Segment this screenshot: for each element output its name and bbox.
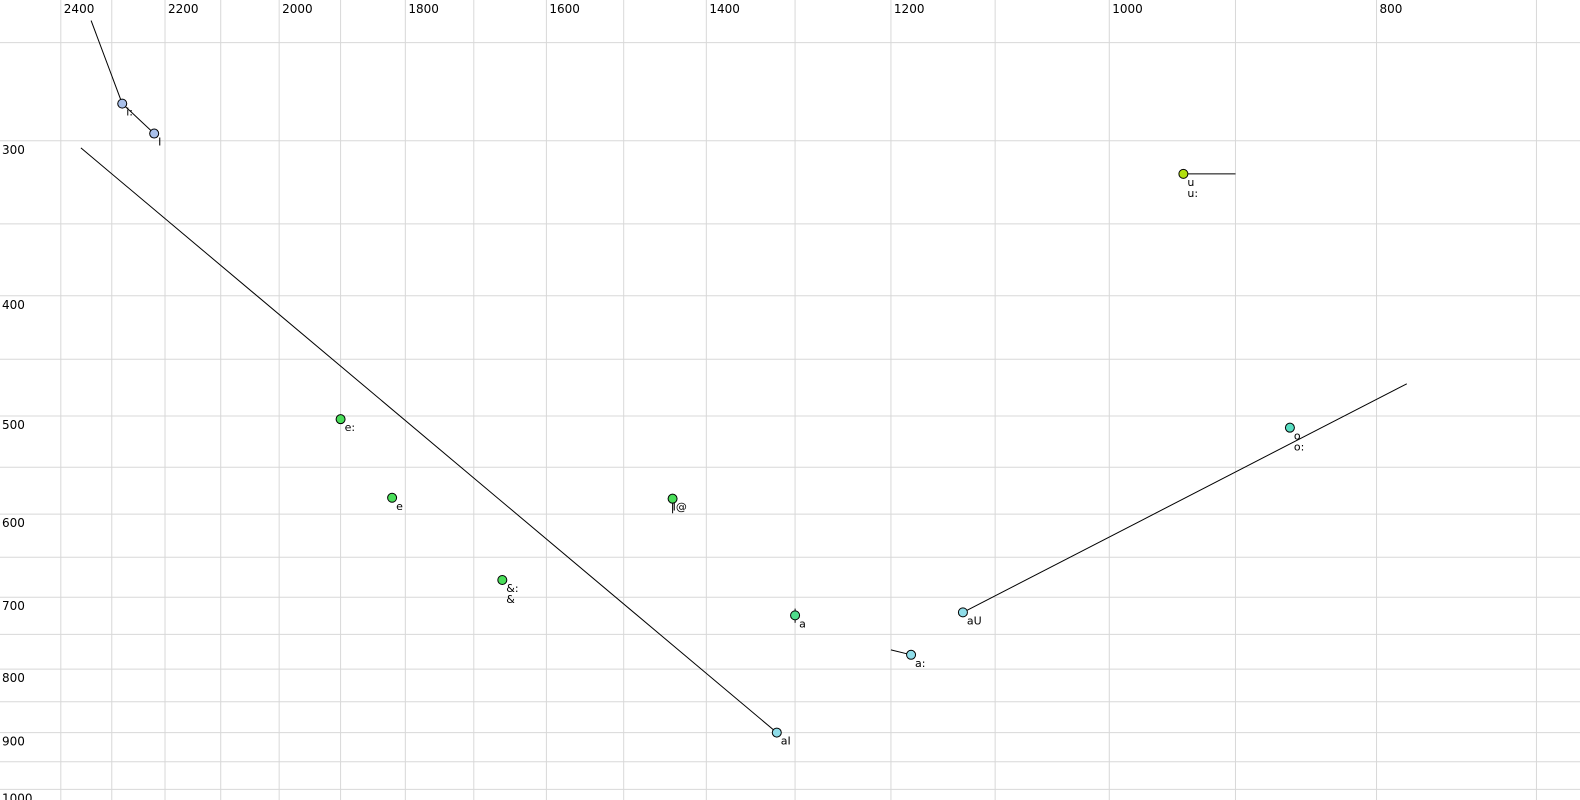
y-tick-label: 500 xyxy=(2,418,25,432)
vowel-point-e-long xyxy=(335,414,346,425)
vowel-point-aU xyxy=(957,607,968,618)
trajectories-layer xyxy=(80,20,1408,733)
vowel-points-layer xyxy=(117,98,1295,738)
trajectory-line-i-long-glide xyxy=(90,20,123,104)
vowel-point-ae xyxy=(497,575,508,586)
x-tick-label: 1600 xyxy=(549,2,580,16)
vowel-point-label-e-long: e: xyxy=(345,421,355,434)
y-tick-label: 700 xyxy=(2,599,25,613)
vowel-point-label-u: u: xyxy=(1187,187,1198,200)
vowel-point-I xyxy=(149,128,160,139)
vowel-point-label-a-long: a: xyxy=(915,657,925,670)
x-tick-label: 2400 xyxy=(64,2,95,16)
x-tick-label: 2000 xyxy=(282,2,313,16)
y-tick-label: 300 xyxy=(2,143,25,157)
vowel-point-label-I: I xyxy=(158,136,161,149)
vowel-point-o xyxy=(1284,422,1295,433)
vowel-point-label-aU: aU xyxy=(967,614,982,627)
labels-layer: i: Ie: e &:& I@ a aI a: aU oo: uu: xyxy=(126,106,1304,748)
x-tick-label: 1800 xyxy=(408,2,439,16)
vowel-point-label-a: a xyxy=(799,617,806,630)
y-tick-label: 600 xyxy=(2,516,25,530)
vowel-point-label-o: o xyxy=(1294,430,1301,443)
y-tick-label: 1000 xyxy=(2,791,33,800)
vowel-point-label-I-schwa: I@ xyxy=(673,501,687,514)
trajectory-line-aI-glide xyxy=(80,147,778,733)
trajectory-line-I-glide xyxy=(121,103,155,134)
vowel-point-e xyxy=(387,492,398,503)
vowel-point-I-schwa xyxy=(667,493,678,504)
vowel-point-label-e: e xyxy=(396,500,403,513)
x-tick-label: 1400 xyxy=(709,2,740,16)
vowel-point-i-long xyxy=(117,98,128,109)
vowel-point-aI xyxy=(771,727,782,738)
x-tick-label: 1000 xyxy=(1112,2,1143,16)
trajectory-line-aU-glide xyxy=(962,383,1408,613)
vowel-point-label-i-long: i: xyxy=(126,106,133,119)
vowel-point-label-aI: aI xyxy=(781,735,791,748)
y-tick-label: 800 xyxy=(2,671,25,685)
tick-labels-layer: 2400 2200 2000 1800 1600 1400 1200 1000 800 300 40… xyxy=(2,2,1402,800)
x-tick-label: 800 xyxy=(1380,2,1403,16)
vowel-point-label-ae: &: xyxy=(506,582,518,595)
vowel-point-label-u: u xyxy=(1187,176,1194,189)
y-tick-label: 900 xyxy=(2,735,25,749)
vowel-point-label-ae: & xyxy=(506,593,515,606)
vowel-point-a-long xyxy=(906,649,917,660)
vowel-point-u xyxy=(1178,168,1189,179)
y-tick-label: 400 xyxy=(2,298,25,312)
x-tick-label: 1200 xyxy=(894,2,925,16)
vowel-point-label-o: o: xyxy=(1294,441,1304,454)
x-tick-label: 2200 xyxy=(168,2,199,16)
vowel-point-a xyxy=(790,610,801,621)
